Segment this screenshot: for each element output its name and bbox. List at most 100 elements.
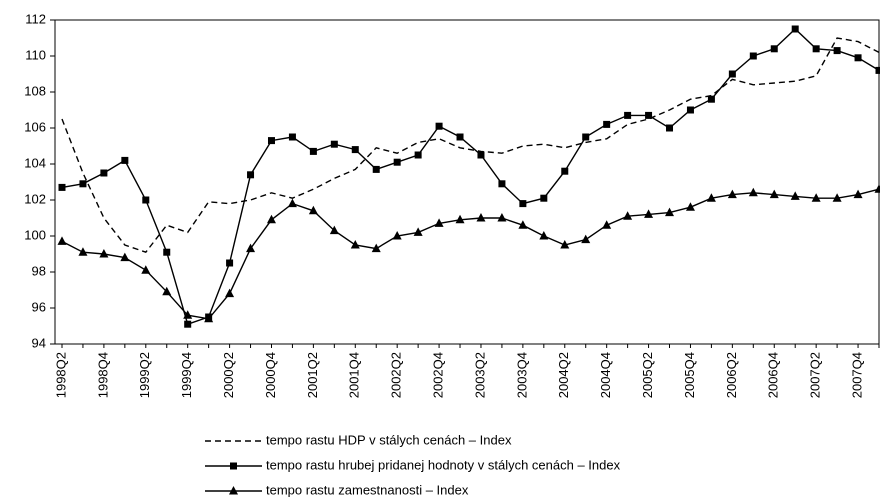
series-marker (539, 231, 549, 240)
x-tick-label: 2004Q4 (598, 352, 613, 398)
series-marker (247, 171, 255, 179)
legend-label: tempo rastu zamestnanosti – Index (266, 482, 469, 497)
series-marker (351, 146, 359, 154)
y-tick-label: 108 (24, 83, 46, 98)
series-marker (874, 184, 880, 193)
series-marker (435, 122, 443, 130)
series-marker (246, 243, 256, 253)
series-marker (645, 111, 653, 119)
x-tick-label: 2002Q4 (431, 352, 446, 398)
series-marker (350, 240, 360, 249)
series-marker (267, 137, 275, 145)
x-tick-label: 2000Q2 (221, 352, 236, 398)
series-marker (371, 243, 381, 253)
x-tick-label: 2003Q4 (514, 352, 529, 398)
series-line (61, 28, 880, 326)
series-marker (309, 147, 317, 155)
x-tick-label: 2002Q2 (389, 352, 404, 398)
series-marker (266, 214, 276, 224)
series-marker (456, 133, 464, 141)
series-marker (497, 213, 507, 222)
series-marker (330, 140, 338, 148)
series-marker (853, 189, 863, 199)
series-marker (811, 193, 821, 202)
series-marker (162, 286, 172, 296)
x-tick-label: 2005Q4 (682, 352, 697, 398)
series-marker (183, 310, 193, 319)
x-tick-label: 2007Q4 (849, 352, 864, 398)
series-marker (372, 165, 380, 173)
y-tick-label: 112 (25, 11, 46, 26)
series-marker (518, 220, 528, 229)
series-marker (561, 167, 569, 175)
series-marker (288, 133, 296, 141)
series-marker (498, 180, 506, 188)
series-marker (121, 156, 129, 164)
x-tick-label: 2006Q2 (724, 352, 739, 398)
legend-marker (229, 486, 238, 495)
series-marker (58, 183, 66, 191)
series-marker (581, 234, 591, 244)
plot-area (54, 19, 880, 345)
y-tick-label: 100 (24, 227, 46, 242)
series-marker (560, 240, 570, 249)
y-tick-label: 106 (24, 119, 46, 134)
x-tick-label: 2004Q2 (556, 352, 571, 398)
x-tick-label: 1999Q2 (137, 352, 152, 398)
series-line (61, 37, 880, 254)
series-marker (141, 265, 151, 274)
series-marker (748, 187, 758, 197)
x-tick-label: 2003Q2 (472, 352, 487, 398)
series-marker (477, 151, 485, 159)
x-tick-label: 2001Q2 (305, 352, 320, 398)
series-marker (749, 52, 757, 60)
series-marker (414, 151, 422, 159)
series-marker (57, 236, 67, 245)
series-marker (854, 54, 862, 62)
series-marker (100, 169, 108, 177)
y-tick-label: 96 (32, 299, 46, 314)
y-tick-label: 102 (24, 191, 46, 206)
series-marker (769, 189, 779, 199)
series-marker (519, 200, 527, 208)
series-marker (393, 158, 401, 166)
series-marker (791, 25, 799, 33)
x-tick-label: 1998Q4 (95, 352, 110, 398)
series-marker (665, 207, 675, 217)
y-tick-label: 98 (32, 263, 46, 278)
series-marker (225, 288, 235, 298)
series-marker (666, 124, 674, 132)
series-marker (184, 320, 192, 328)
y-tick-label: 104 (24, 155, 46, 170)
series-marker (770, 45, 778, 53)
series-marker (329, 225, 339, 235)
series-line (61, 188, 880, 320)
series-marker (226, 259, 234, 267)
x-tick-label: 1999Q4 (179, 352, 194, 398)
series-marker (727, 189, 737, 199)
series-marker (706, 193, 716, 202)
x-tick-label: 2006Q4 (766, 352, 781, 398)
x-tick-label: 1998Q2 (53, 352, 68, 398)
series-marker (875, 66, 880, 74)
legend-label: tempo rastu HDP v stálych cenách – Index (266, 432, 512, 447)
series-marker (812, 45, 820, 53)
series-marker (392, 231, 402, 240)
series-marker (624, 111, 632, 119)
y-tick-label: 94 (32, 335, 46, 350)
series-marker (728, 70, 736, 78)
series-marker (79, 180, 87, 188)
series-marker (120, 252, 130, 262)
x-tick-label: 2000Q4 (263, 352, 278, 398)
series-marker (413, 227, 423, 236)
series-marker (790, 191, 800, 200)
legend-marker (230, 462, 237, 470)
series-marker (287, 198, 297, 208)
x-tick-label: 2007Q2 (808, 352, 823, 398)
series-marker (476, 213, 486, 222)
series-marker (833, 47, 841, 55)
series-marker (204, 313, 214, 323)
series-marker (540, 194, 548, 202)
series-marker (582, 133, 590, 141)
